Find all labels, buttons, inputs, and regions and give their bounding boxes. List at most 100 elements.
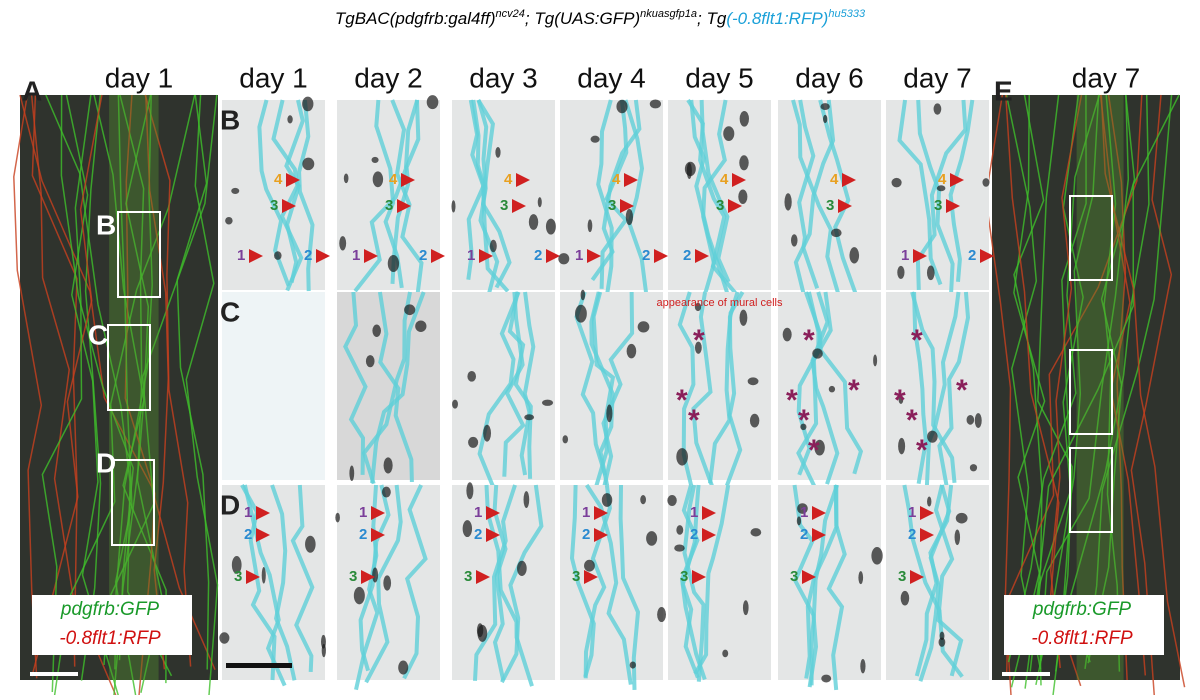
cell-signal — [800, 423, 807, 431]
legend-box — [1004, 595, 1164, 655]
asterisk: * — [911, 324, 923, 357]
cell-number: 2 — [359, 526, 367, 543]
arrowhead — [546, 249, 560, 263]
cell-signal — [365, 355, 375, 368]
cell-signal — [974, 413, 982, 428]
asterisk: * — [688, 404, 700, 437]
cell-signal — [790, 234, 798, 247]
arrowhead — [732, 173, 746, 187]
title-part: ; Tg(UAS:GFP) — [525, 9, 640, 28]
cell-signal — [927, 496, 932, 507]
day-label: day 7 — [903, 62, 972, 93]
title-sup: hu5333 — [828, 8, 866, 20]
cell-signal — [722, 649, 729, 658]
arrowhead — [371, 506, 385, 520]
cell-number: 3 — [680, 568, 688, 585]
legend-box — [32, 595, 192, 655]
cell-signal — [468, 436, 479, 448]
cell-signal — [371, 156, 379, 163]
cell-signal — [966, 414, 975, 425]
vessel — [623, 99, 648, 293]
cell-signal — [927, 430, 938, 443]
cell-signal — [302, 157, 315, 171]
vessel — [691, 291, 714, 487]
vessel — [924, 291, 961, 491]
cell-signal — [231, 187, 240, 194]
cell-signal — [858, 571, 864, 585]
cell-number: 1 — [800, 504, 808, 521]
vessel — [124, 94, 156, 697]
cell-signal — [969, 464, 978, 472]
vessel — [583, 484, 612, 679]
cell-signal — [830, 228, 842, 238]
vessel — [364, 484, 403, 684]
arrowhead — [486, 506, 500, 520]
vessel — [297, 99, 315, 292]
vessel — [144, 94, 192, 667]
cell-number: 3 — [500, 197, 508, 214]
cell-signal — [584, 559, 595, 572]
cell-number: 1 — [352, 247, 360, 264]
annotation: appearance of mural cells — [657, 297, 783, 309]
arrowhead — [728, 199, 742, 213]
vessel — [596, 99, 614, 296]
cell-signal — [637, 321, 650, 333]
cell-signal — [489, 239, 497, 253]
cell-signal — [982, 178, 990, 187]
cell-signal — [349, 465, 355, 482]
cell-signal — [302, 96, 314, 112]
vessel — [242, 484, 287, 687]
cell-signal — [495, 146, 501, 158]
cell-number: 2 — [908, 526, 916, 543]
roi-box — [107, 324, 151, 411]
cell-signal — [954, 529, 961, 546]
roi-label: B — [96, 209, 116, 240]
roi-box — [1069, 349, 1113, 435]
arrowhead — [486, 528, 500, 542]
arrowhead — [256, 506, 270, 520]
title-part: (-0.8flt1:RFP) — [726, 9, 828, 28]
neural-tube — [109, 95, 159, 680]
cell-number: 1 — [908, 504, 916, 521]
cell-signal — [742, 600, 749, 616]
cell-number: 4 — [830, 171, 839, 188]
cell-signal — [898, 395, 904, 404]
day-label: day 5 — [685, 62, 754, 93]
vessel — [918, 484, 952, 682]
vessel — [689, 99, 731, 299]
vessel — [693, 484, 731, 675]
cell-signal — [383, 457, 393, 474]
cell-number: 1 — [467, 247, 475, 264]
vessel — [792, 484, 819, 688]
cell-signal — [274, 251, 282, 260]
arrowhead — [842, 173, 856, 187]
asterisk: * — [848, 374, 860, 407]
vessel — [145, 94, 170, 670]
arrowhead — [920, 506, 934, 520]
day-label: day 3 — [469, 62, 538, 93]
cell-signal — [891, 177, 902, 188]
vessel — [500, 484, 544, 684]
vessel — [1005, 94, 1042, 670]
cell-number: 1 — [244, 504, 252, 521]
roi-label: D — [96, 447, 116, 478]
cell-signal — [739, 155, 749, 171]
title-sup: nkuasgfp1a — [640, 8, 697, 20]
arrowhead — [594, 506, 608, 520]
cell-signal — [784, 193, 792, 211]
cell-signal — [738, 189, 748, 204]
vessel — [377, 291, 414, 483]
vessel — [1010, 94, 1180, 688]
vessel — [599, 99, 629, 289]
vessel — [589, 291, 615, 488]
cell-signal — [545, 218, 556, 235]
cell-signal — [667, 494, 677, 506]
arrowhead — [431, 249, 445, 263]
cell-signal — [353, 586, 365, 605]
arrowhead — [620, 199, 634, 213]
arrowhead — [695, 249, 709, 263]
panel-label: B — [220, 104, 240, 135]
cell-signal — [219, 632, 230, 644]
scale-bar — [30, 672, 78, 676]
vessel — [1037, 94, 1087, 686]
